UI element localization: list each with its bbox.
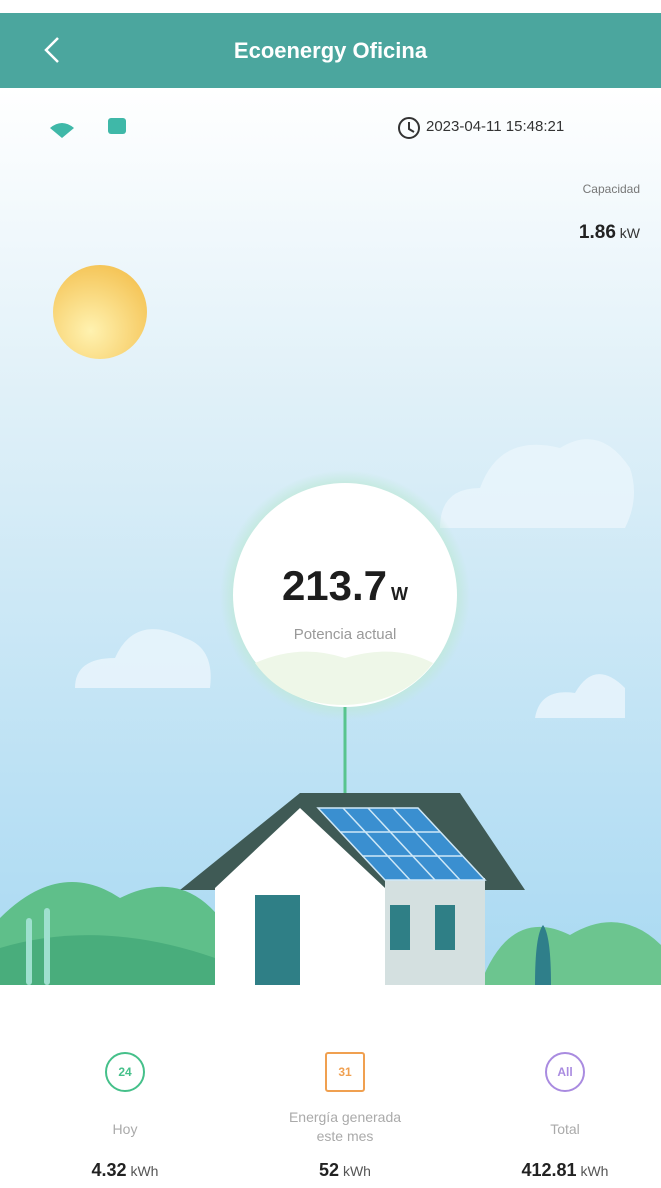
- sun: [53, 265, 147, 359]
- power-unit: W: [391, 584, 408, 604]
- stat-unit: kWh: [343, 1163, 371, 1179]
- stat-label: Total: [505, 1120, 625, 1139]
- stat-icon: All: [545, 1052, 585, 1092]
- stat-label: Hoy: [65, 1120, 185, 1139]
- page: Ecoenergy Oficina {"header":{"title":"Ec…: [0, 0, 661, 1188]
- stat-number: 412.81: [522, 1160, 577, 1180]
- capacity-value: 1.86: [579, 222, 616, 243]
- stat-number: 4.32: [92, 1160, 127, 1180]
- back-button[interactable]: [38, 32, 68, 68]
- capacity-unit: kW: [620, 225, 640, 241]
- timestamp: 2023-04-11 15:48:21: [426, 118, 564, 135]
- stat-value: 412.81 kWh: [465, 1160, 661, 1181]
- stat-icon: 31: [325, 1052, 365, 1092]
- stat-value: 52 kWh: [245, 1160, 445, 1181]
- power-value: 213.7: [282, 562, 387, 609]
- power-label: Potencia actual: [230, 626, 460, 643]
- stat-unit: kWh: [130, 1163, 158, 1179]
- header-title: Ecoenergy Oficina: [0, 13, 661, 88]
- stat-unit: kWh: [580, 1163, 608, 1179]
- screen: Ecoenergy Oficina 2023-04-11 15:48:21 Ca…: [0, 0, 661, 1188]
- capacity-label: Capacidad: [583, 182, 640, 196]
- stat-icon: 24: [105, 1052, 145, 1092]
- stat-value: 4.32 kWh: [25, 1160, 225, 1181]
- capacity: 1.86 kW: [579, 222, 640, 244]
- stat-label: Energía generada este mes: [285, 1108, 405, 1146]
- scene: [0, 88, 661, 985]
- stat-number: 52: [319, 1160, 339, 1180]
